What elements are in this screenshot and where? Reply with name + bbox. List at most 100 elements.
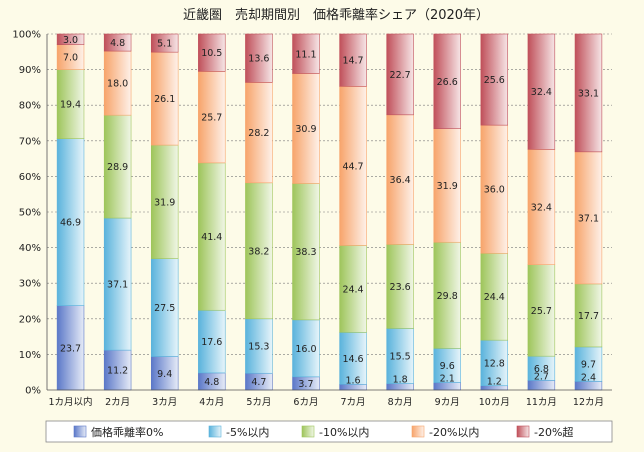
x-tick-label: 1カ月以内 [49,396,93,408]
data-label: 41.4 [201,232,222,243]
data-label: 25.7 [531,306,552,317]
bar-segment [386,33,414,116]
x-axis: 1カ月以内 2カ月 3カ月 4カ月 5カ月 6カ月 7カ月 8カ月 9カ月 10カ月 11カ月 12カ… [49,396,604,408]
x-tick-label: 5カ月 [246,397,271,408]
legend-label: -10%以内 [319,425,369,439]
bar-segment [198,33,226,72]
data-label: 14.7 [342,56,363,67]
legend-swatch [411,425,425,438]
data-label: 24.4 [342,284,363,295]
bar-segment [150,33,179,53]
data-label: 15.3 [248,342,269,353]
y-tick-label: 80% [19,101,41,112]
bar-segment [386,114,414,245]
data-label: 29.8 [437,291,458,302]
data-label: 28.9 [107,162,128,173]
x-tick-label: 9カ月 [435,397,460,408]
legend-swatch [301,425,315,438]
data-label: 36.4 [390,175,411,186]
data-label: 25.7 [201,113,222,124]
gridlines [47,33,612,355]
data-label: 31.9 [154,197,175,208]
data-label: 36.0 [484,185,505,196]
bar-segment [150,356,179,391]
chart-title: 近畿圏 売却期間別 価格乖離率シェア（2020年） [183,7,489,23]
bar-segment [56,305,85,391]
bar-segment [339,332,367,385]
data-label: 2.7 [534,371,549,382]
y-tick-label: 50% [19,208,41,219]
bar-segment [198,71,226,164]
data-label: 17.6 [201,337,222,348]
legend-label: -20%以内 [429,425,479,439]
data-label: 4.8 [110,38,125,49]
x-tick-label: 3カ月 [152,397,177,408]
bar-segment [574,33,603,153]
bar-segment [574,346,603,382]
bar-segment [433,128,461,243]
data-label: 27.5 [154,303,175,314]
data-label: 3.7 [298,379,313,390]
x-tick-label: 10カ月 [479,397,510,408]
bar-segment [150,144,179,259]
data-label: 9.7 [581,360,596,371]
data-label: 1.6 [345,375,360,386]
data-label: 13.6 [248,54,269,65]
bar-segment [527,264,556,357]
y-tick-label: 0% [25,386,41,397]
x-tick-label: 7カ月 [341,397,366,408]
data-label: 1.2 [487,377,502,388]
data-label: 25.6 [484,75,505,86]
legend-swatch [516,425,530,438]
data-label: 1.8 [393,375,408,386]
y-tick-label: 40% [19,243,41,254]
x-tick-label: 8カ月 [388,397,413,408]
data-label: 4.7 [251,377,266,388]
data-label: 26.6 [437,77,458,88]
bar-segment [527,33,556,150]
data-label: 30.9 [295,124,316,135]
x-tick-label: 4カ月 [199,397,224,408]
data-label: 3.0 [63,35,78,46]
bars [56,33,603,391]
data-label: 23.7 [60,343,81,354]
bar-segment [480,339,509,387]
bar-segment [574,283,603,348]
bar-segment [292,73,320,184]
data-label: 23.6 [390,282,411,293]
data-label: 4.8 [204,377,219,388]
data-label: 26.1 [154,94,175,105]
data-label: 33.1 [578,88,599,99]
y-tick-label: 30% [19,279,41,290]
data-label: 37.1 [578,213,599,224]
y-tick-label: 60% [19,172,41,183]
data-label: 38.2 [248,246,269,257]
bar-segment [103,33,132,52]
x-tick-label: 2カ月 [105,397,130,408]
bar-segment [433,33,461,129]
bar-segment [245,82,273,184]
bar-segment [292,319,320,378]
legend-label: -20%超 [534,425,573,439]
data-label: 28.2 [248,128,269,139]
data-label: 46.9 [60,218,81,229]
bar-segment [198,309,226,374]
bar-segment [150,258,179,357]
bar-segment [433,348,461,383]
bar-segment [245,318,273,374]
bar-segment [103,217,132,351]
data-label: 24.4 [484,292,505,303]
y-tick-label: 10% [19,350,41,361]
bar-segment [339,86,367,246]
data-label: 19.4 [60,100,81,111]
data-label: 12.8 [484,358,505,369]
data-label: 6.8 [534,364,549,375]
bar-segment [245,33,273,83]
bar-segment [103,114,132,219]
y-tick-label: 70% [19,136,41,147]
data-label: 44.7 [342,161,363,172]
legend-label: 価格乖離率0% [91,425,163,439]
bar-segment [339,245,367,333]
data-label: 31.9 [437,181,458,192]
bar-segment [527,355,556,381]
